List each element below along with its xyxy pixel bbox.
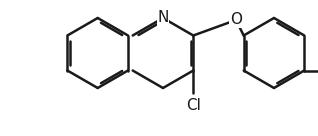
Text: Cl: Cl [186,98,201,114]
Text: N: N [157,10,169,26]
Text: O: O [230,13,242,27]
